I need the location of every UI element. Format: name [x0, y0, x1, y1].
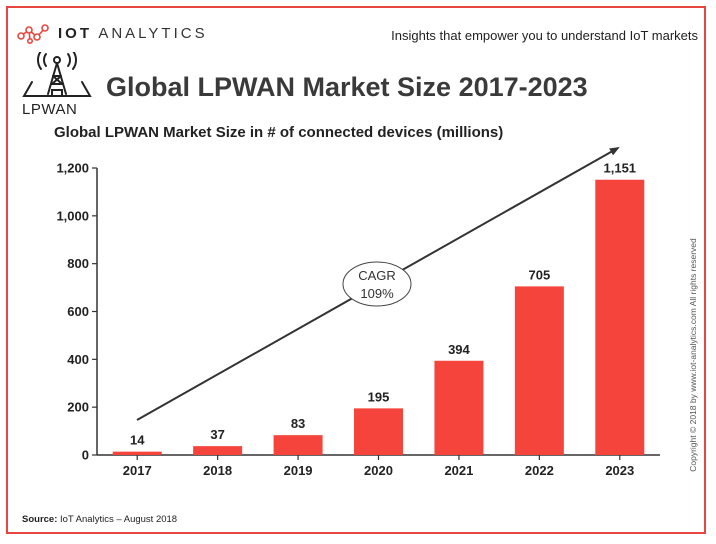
cagr-value: 109%: [360, 286, 394, 301]
bar-2021: [434, 360, 484, 455]
bar-value-label: 195: [368, 389, 390, 404]
bar-value-label: 14: [130, 433, 145, 448]
bar-value-label: 37: [210, 427, 224, 442]
bar-value-label: 394: [448, 342, 470, 357]
bar-value-label: 705: [529, 267, 551, 282]
bar-value-label: 83: [291, 416, 305, 431]
x-tick-label: 2019: [284, 463, 313, 478]
x-tick-label: 2020: [364, 463, 393, 478]
x-tick-label: 2017: [123, 463, 152, 478]
brand-name: IOT ANALYTICS: [58, 24, 208, 42]
bar-2018: [193, 446, 243, 455]
bar-2022: [514, 286, 564, 455]
antenna-tower-icon: [22, 52, 92, 97]
iot-analytics-logo: IOT ANALYTICS: [16, 22, 208, 44]
y-tick-label: 1,000: [56, 208, 89, 223]
x-tick-label: 2022: [525, 463, 554, 478]
y-tick-label: 0: [82, 448, 89, 463]
chart-subtitle: Global LPWAN Market Size in # of connect…: [54, 124, 504, 141]
network-nodes-icon: [17, 24, 49, 44]
x-tick-label: 2018: [203, 463, 232, 478]
bar-2023: [595, 179, 645, 455]
y-tick-label: 200: [67, 400, 89, 415]
y-tick-label: 800: [67, 256, 89, 271]
page-title: Global LPWAN Market Size 2017-2023: [106, 72, 588, 102]
x-tick-label: 2023: [605, 463, 634, 478]
bar-2020: [354, 408, 403, 455]
lpwan-logo-text: LPWAN: [22, 101, 78, 118]
bar-value-label: 1,151: [604, 161, 637, 176]
source-note: Source: IoT Analytics – August 2018: [22, 514, 178, 525]
bar-2019: [273, 435, 323, 455]
y-tick-label: 600: [67, 304, 89, 319]
bar-2017: [112, 451, 162, 455]
copyright-note: Copyright © 2018 by www.iot-analytics.co…: [688, 238, 698, 472]
cagr-ellipse: [342, 261, 412, 307]
tagline: Insights that empower you to understand …: [391, 28, 698, 43]
y-tick-label: 1,200: [56, 161, 89, 176]
y-tick-label: 400: [67, 352, 89, 367]
x-tick-label: 2021: [444, 463, 473, 478]
cagr-label: CAGR: [358, 268, 396, 283]
